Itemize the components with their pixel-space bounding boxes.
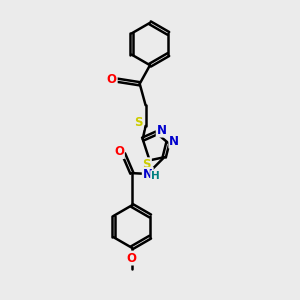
Text: S: S xyxy=(142,158,151,171)
Text: N: N xyxy=(143,168,153,181)
Text: N: N xyxy=(169,135,179,148)
Text: H: H xyxy=(151,171,160,181)
Text: N: N xyxy=(157,124,167,136)
Text: O: O xyxy=(114,145,124,158)
Text: O: O xyxy=(107,74,117,86)
Text: S: S xyxy=(134,116,142,129)
Text: O: O xyxy=(127,252,137,265)
